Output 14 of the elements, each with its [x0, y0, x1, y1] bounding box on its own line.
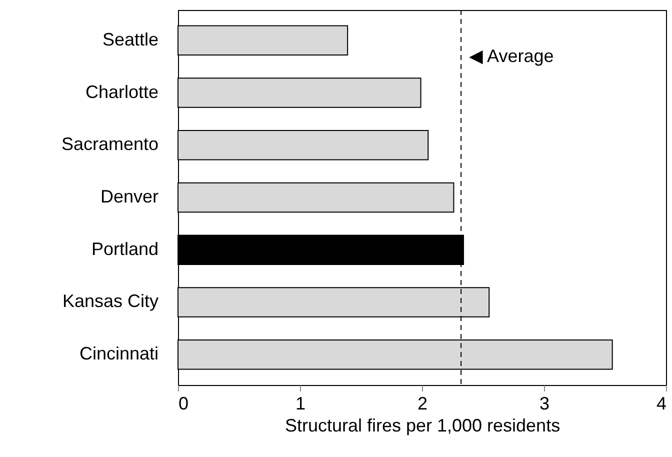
y-tick-label: Seattle: [102, 29, 158, 50]
y-tick-label: Cincinnati: [79, 344, 158, 364]
y-tick-label: Kansas City: [62, 291, 158, 312]
x-axis-title: Structural fires per 1,000 residents: [284, 416, 560, 436]
y-tick-label: Sacramento: [61, 134, 158, 154]
x-tick-label: 1: [295, 394, 306, 414]
y-tick-label: Denver: [100, 186, 158, 206]
ref-line-label: ◀ Average: [469, 46, 554, 66]
y-tick-label: Charlotte: [85, 82, 158, 102]
y-tick-label: Portland: [91, 238, 158, 259]
x-tick-label: 4: [656, 394, 666, 414]
x-tick-label: 2: [417, 394, 428, 414]
x-tick-label: 0: [178, 394, 189, 414]
x-tick-label: 3: [539, 394, 550, 414]
